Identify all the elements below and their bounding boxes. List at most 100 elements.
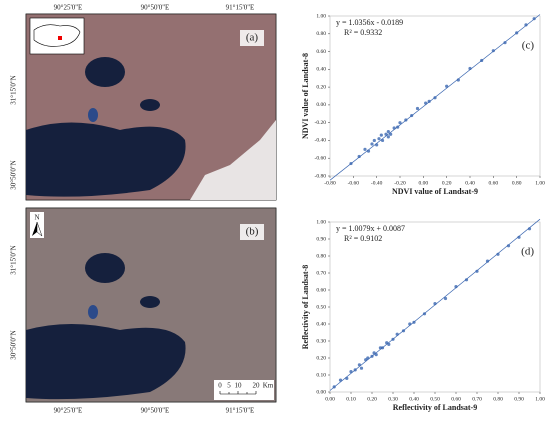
scale-label: 5 [227,382,231,390]
x-tick-label: -0.20 [394,180,406,186]
lon-label: 91°15'0"E [226,407,255,415]
x-tick-label: 0.40 [409,396,419,402]
x-tick-label: 0.20 [367,396,377,402]
y-tick-label: 0.60 [316,49,326,55]
plot-frame [329,221,541,393]
x-tick-label: 0.90 [514,396,524,402]
x-tick-label: -0.40 [371,180,383,186]
map-a: (a) 90°25'0"E 90°50'0"E 91°15'0"E 31°15'… [10,4,277,201]
lon-label: 90°25'0"E [54,407,83,415]
x-tick-label: 0.70 [472,396,482,402]
map-b: (b) N 0 5 10 20 Km 90°25'0"E 90°50'0"E 9… [10,207,277,415]
north-arrow [36,221,43,237]
lon-label: 91°15'0"E [226,4,255,12]
scale-bar [219,391,257,395]
lon-label: 90°50'0"E [141,407,170,415]
x-axis-label: NDVI value of Landsat-9 [392,187,478,196]
y-tick-label: 0.90 [316,236,326,242]
x-tick-label: 0.20 [442,180,452,186]
panel-label: (c) [522,40,535,52]
x-tick-label: 0.60 [489,180,499,186]
point [415,106,420,111]
lat-label: 31°15'0"N [10,75,18,104]
lat-label: 30°50'0"N [10,330,18,359]
point [517,235,521,239]
x-tick-label: 1.00 [535,396,545,402]
inset-outline [33,24,81,47]
snow [190,120,276,200]
lake [26,122,186,197]
north-label: N [34,214,39,222]
scale-label: 10 [235,382,243,390]
equation: y = 1.0356x - 0.0189 [336,18,403,27]
inset-map [29,17,85,55]
point [359,366,364,370]
inset-marker [58,36,62,40]
trend-line [329,14,541,181]
point [485,259,490,263]
y-tick-label: 0.60 [316,287,326,293]
scale-bg [214,380,274,400]
x-tick-label: -0.80 [324,180,336,186]
x-tick-label: 0.00 [419,180,429,186]
y-tick-label: 0.70 [316,270,326,276]
y-tick-label: 0.20 [316,355,326,361]
x-tick-label: 0.00 [325,396,335,402]
point [379,133,383,137]
lake [88,305,98,319]
point [372,138,376,143]
panel-label: (a) [246,32,259,44]
y-axis-label: NDVI value of Landsat-8 [301,53,310,139]
r-squared: R² = 0.9332 [344,28,382,37]
x-tick-label: 0.60 [451,396,461,402]
y-tick-label: 0.50 [316,304,326,310]
scale-label: 20 [253,382,261,390]
point [389,132,393,136]
x-tick-label: 0.50 [430,396,440,402]
y-tick-label: 0.80 [316,31,326,37]
point [427,99,431,103]
x-tick-label: 0.40 [465,180,475,186]
y-tick-label: -0.20 [315,120,327,126]
x-tick-label: 0.30 [388,396,398,402]
y-tick-label: -0.80 [315,173,327,179]
lake [140,296,160,308]
y-tick-label: 0.40 [316,67,326,73]
y-tick-label: 0.00 [316,389,326,395]
y-tick-label: 0.10 [316,372,326,378]
point [357,154,361,159]
point [524,23,528,27]
x-tick-label: 0.10 [346,396,356,402]
lake [85,57,125,87]
lon-label: 90°25'0"E [54,4,83,12]
point [386,135,390,139]
point [377,137,381,141]
point [445,84,449,88]
lake [26,324,186,400]
panel-label: (b) [246,226,259,238]
x-axis-label: Reflectivity of Landsat-9 [393,403,477,412]
lat-label: 31°15'0"N [10,245,18,274]
plot-frame [329,15,541,177]
point [506,244,511,248]
point [496,252,500,256]
north-arrow [32,222,37,236]
scale-unit: Km [263,382,274,390]
trend-line [329,218,541,391]
y-tick-label: 0.80 [316,253,326,259]
x-tick-label: -0.60 [348,180,360,186]
label-bg [240,224,264,240]
lon-label: 90°50'0"E [141,4,170,12]
point [398,121,402,125]
point [363,147,367,151]
y-tick-label: 0.00 [316,102,326,108]
r-squared: R² = 0.9102 [344,234,382,243]
point [464,278,469,282]
equation: y = 1.0079x + 0.0087 [336,224,405,233]
scale-label: 0 [218,382,222,390]
x-tick-label: 0.80 [512,180,522,186]
lake [85,253,125,283]
y-tick-label: 1.00 [316,13,326,19]
y-tick-label: 0.30 [316,338,326,344]
